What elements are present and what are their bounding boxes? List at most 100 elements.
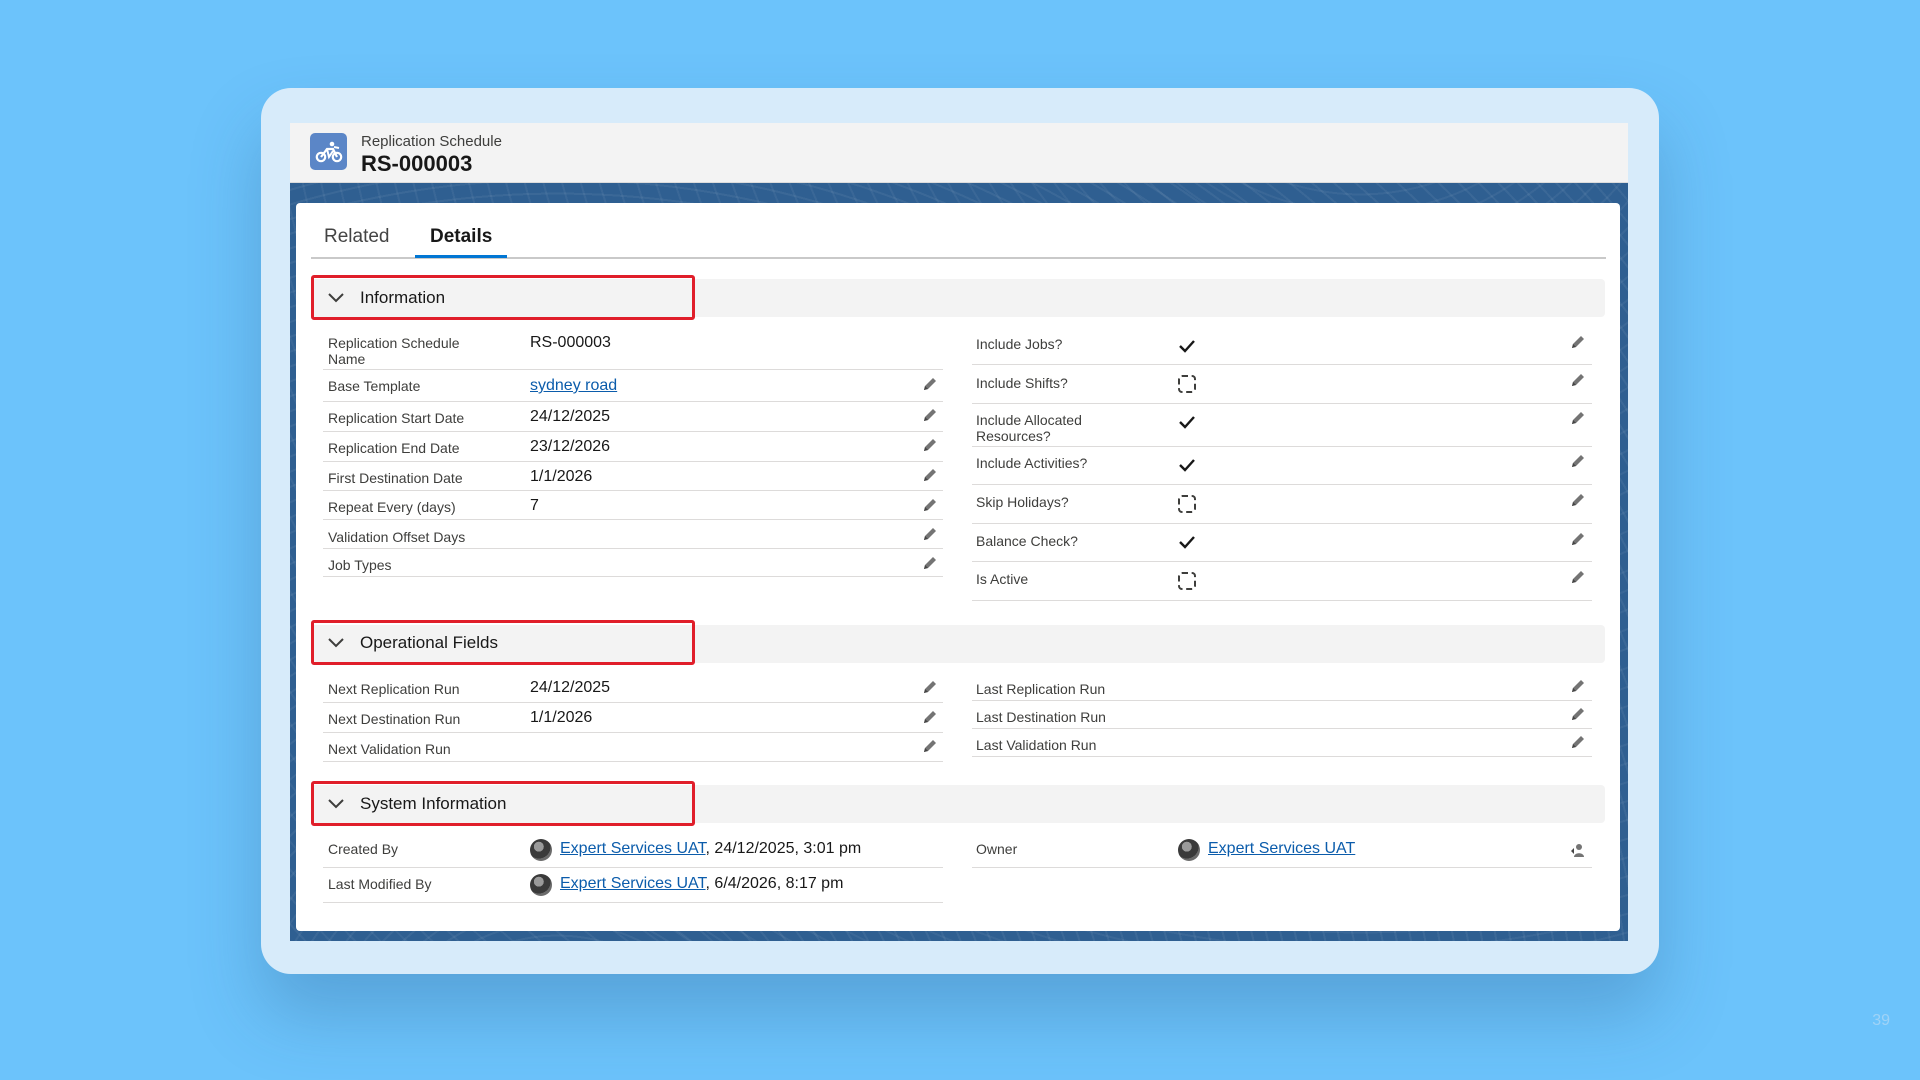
tab-related[interactable]: Related (324, 226, 390, 247)
field-label: Owner (976, 841, 1018, 857)
information-section-bar (311, 279, 1605, 317)
field-divider (972, 867, 1592, 868)
field-divider (972, 403, 1592, 404)
field-label: Validation Offset Days (328, 529, 466, 545)
system-section-bar (311, 785, 1605, 823)
field-label: Replication Start Date (328, 410, 465, 426)
field-label: Include Activities? (976, 455, 1088, 471)
pencil-icon[interactable] (1570, 531, 1586, 547)
field-divider (323, 761, 943, 762)
owner-user-link[interactable]: Expert Services UAT (1208, 840, 1356, 857)
field-divider (323, 461, 943, 462)
field-divider (323, 490, 943, 491)
record-title: RS-000003 (361, 151, 473, 176)
object-type-label: Replication Schedule (361, 133, 502, 150)
field-divider (972, 700, 1592, 701)
field-divider (323, 902, 943, 903)
pencil-icon[interactable] (922, 467, 938, 483)
field-label: Next Validation Run (328, 741, 451, 757)
chevron-down-icon (328, 292, 344, 302)
field-divider (323, 369, 943, 370)
created-by-value: Expert Services UAT, 24/12/2025, 3:01 pm (560, 840, 861, 858)
field-divider (323, 401, 943, 402)
modified-by-value: Expert Services UAT, 6/4/2026, 8:17 pm (560, 875, 843, 893)
pencil-icon[interactable] (922, 738, 938, 754)
field-divider (972, 756, 1592, 757)
field-divider (323, 867, 943, 868)
change-owner-icon[interactable] (1570, 842, 1586, 858)
system-section-title: System Information (360, 793, 507, 813)
field-divider (972, 728, 1592, 729)
field-label: Created By (328, 841, 399, 857)
modified-by-user-link[interactable]: Expert Services UAT (560, 875, 706, 892)
pencil-icon[interactable] (1570, 410, 1586, 426)
pencil-icon[interactable] (1570, 706, 1586, 722)
field-divider (323, 431, 943, 432)
pencil-icon[interactable] (1570, 678, 1586, 694)
field-divider (972, 484, 1592, 485)
field-divider (323, 702, 943, 703)
motorbike-icon (310, 133, 347, 170)
field-label: Last Replication Run (976, 681, 1106, 697)
operational-section-header[interactable]: Operational Fields (311, 620, 695, 665)
pencil-icon[interactable] (922, 526, 938, 542)
pencil-icon[interactable] (1570, 372, 1586, 388)
pencil-icon[interactable] (1570, 734, 1586, 750)
field-value: 24/12/2025 (530, 679, 611, 696)
field-label: Replication Schedule Name (328, 335, 460, 367)
created-date: , 24/12/2025, 3:01 pm (705, 840, 862, 857)
field-value: RS-000003 (530, 334, 611, 351)
field-value: 24/12/2025 (530, 408, 611, 425)
pencil-icon[interactable] (1570, 334, 1586, 350)
avatar (530, 839, 552, 861)
field-label: Last Destination Run (976, 709, 1106, 725)
tab-details[interactable]: Details (430, 226, 493, 247)
pencil-icon[interactable] (1570, 492, 1586, 508)
field-divider (972, 364, 1592, 365)
pencil-icon[interactable] (922, 555, 938, 571)
tabs-divider (311, 257, 1606, 259)
avatar (1178, 839, 1200, 861)
field-value: 1/1/2026 (530, 468, 593, 485)
pencil-icon[interactable] (922, 709, 938, 725)
field-label: Include Allocated Resources? (976, 412, 1082, 444)
system-section-header[interactable]: System Information (311, 781, 695, 826)
field-divider (972, 600, 1592, 601)
checkmark-icon (1179, 416, 1195, 429)
record-header: Replication Schedule RS-000003 (290, 123, 1628, 183)
field-label: Is Active (976, 571, 1029, 587)
field-label: Repeat Every (days) (328, 499, 456, 515)
checkmark-icon (1179, 340, 1195, 353)
created-by-user-link[interactable]: Expert Services UAT (560, 840, 706, 857)
field-value: 7 (530, 497, 539, 514)
field-divider (323, 576, 943, 577)
pencil-icon[interactable] (922, 497, 938, 513)
field-divider (323, 548, 943, 549)
checkmark-icon (1179, 459, 1195, 472)
field-divider (323, 519, 943, 520)
field-label: Include Jobs? (976, 336, 1063, 352)
pencil-icon[interactable] (1570, 453, 1586, 469)
base-template-link[interactable]: sydney road (530, 377, 618, 394)
field-label: Skip Holidays? (976, 494, 1069, 510)
field-label: Job Types (328, 557, 392, 573)
field-value: 23/12/2026 (530, 438, 611, 455)
pencil-icon[interactable] (922, 376, 938, 392)
chevron-down-icon (328, 637, 344, 647)
pencil-icon[interactable] (1570, 569, 1586, 585)
pencil-icon[interactable] (922, 407, 938, 423)
field-label: Next Replication Run (328, 681, 460, 697)
pencil-icon[interactable] (922, 437, 938, 453)
operational-section-bar (311, 625, 1605, 663)
information-section-header[interactable]: Information (311, 275, 695, 320)
checkbox-unchecked (1178, 375, 1196, 393)
field-divider (972, 523, 1592, 524)
pencil-icon[interactable] (922, 679, 938, 695)
slide-page-number: 39 (1872, 1012, 1890, 1029)
field-label: Balance Check? (976, 533, 1078, 549)
field-divider (972, 446, 1592, 447)
field-label: Next Destination Run (328, 711, 461, 727)
checkbox-unchecked (1178, 495, 1196, 513)
information-section-title: Information (360, 287, 446, 307)
modified-date: , 6/4/2026, 8:17 pm (705, 875, 844, 892)
